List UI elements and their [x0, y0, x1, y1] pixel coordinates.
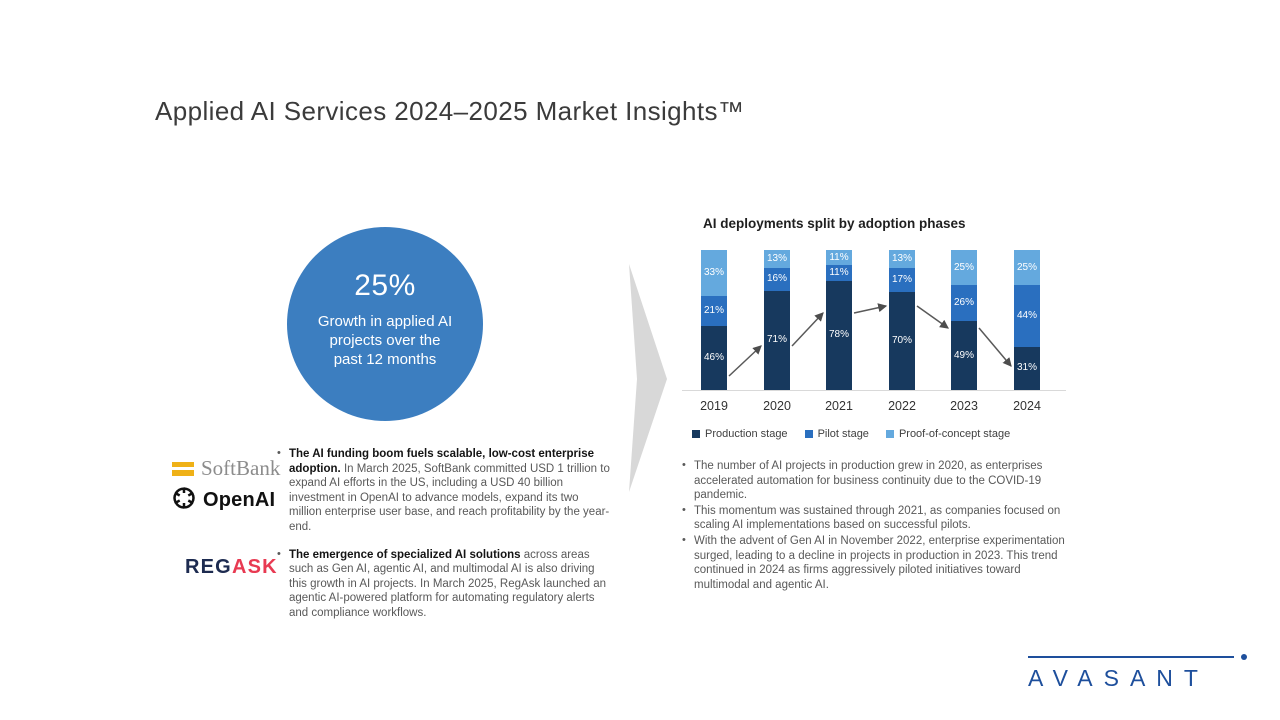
bar-segment-2023: 25% — [951, 250, 977, 286]
openai-knot-icon — [171, 485, 197, 516]
right-bullet-2: This momentum was sustained through 2021… — [681, 504, 1079, 533]
left-bullet-1: The AI funding boom fuels scalable, low-… — [276, 447, 614, 535]
right-bullet-list: The number of AI projects in production … — [681, 459, 1079, 592]
bar-segment-2022: 17% — [889, 268, 915, 292]
bar-segment-2020: 71% — [764, 290, 790, 390]
axis-label-2021: 2021 — [825, 399, 853, 413]
bar-segment-2021: 78% — [826, 280, 852, 390]
regask-logo-text-secondary: ASK — [231, 556, 278, 578]
bar-segment-2022: 70% — [889, 292, 915, 390]
bar-2023: 25% 26% 49% — [951, 250, 977, 390]
regask-logo: REGASK — [185, 556, 278, 579]
bar-segment-2024: 44% — [1014, 285, 1040, 347]
bar-segment-2019: 33% — [701, 250, 727, 297]
right-bullet-3: With the advent of Gen AI in November 20… — [681, 534, 1079, 592]
softbank-logo: SoftBank — [172, 456, 280, 481]
x-axis-line — [682, 390, 1066, 391]
avasant-rule-line — [1028, 653, 1247, 660]
legend-item: Pilot stage — [804, 428, 869, 440]
bar-segment-2020: 13% — [764, 250, 790, 269]
axis-label-2024: 2024 — [1013, 399, 1041, 413]
right-bullet-1: The number of AI projects in production … — [681, 459, 1079, 503]
axis-label-2019: 2019 — [700, 399, 728, 413]
legend-item: Production stage — [692, 428, 788, 440]
legend-label: Proof-of-concept stage — [898, 428, 1011, 440]
left-bullet-2: The emergence of specialized AI solution… — [276, 548, 614, 621]
trend-arrow-svg — [728, 303, 1012, 377]
bar-segment-2020: 16% — [764, 268, 790, 291]
avasant-dot-icon — [1241, 653, 1247, 660]
legend-item: Proof-of-concept stage — [885, 428, 1011, 440]
softbank-logo-text: SoftBank — [201, 456, 281, 480]
left-bullet-1-text: In March 2025, SoftBank committed USD 1 … — [289, 462, 610, 533]
bar-2019: 33% 21% 46% — [701, 250, 727, 390]
avasant-logo-text: AVASANT — [1028, 664, 1209, 691]
adoption-phases-chart: AI deployments split by adoption phases … — [682, 216, 1066, 440]
legend-swatch-icon — [885, 430, 894, 438]
chart-legend: Production stage Pilot stage Proof-of-conc… — [692, 428, 1057, 440]
bar-segment-2024: 25% — [1014, 250, 1040, 286]
axis-label-2022: 2022 — [888, 399, 916, 413]
bar-segment-2019: 46% — [701, 325, 727, 390]
openai-logo: OpenAI — [171, 485, 275, 516]
bar-segment-2021: 11% — [826, 250, 852, 266]
bar-2020: 13% 16% 71% — [764, 250, 790, 390]
slide-title: Applied AI Services 2024–2025 Market Ins… — [155, 96, 745, 126]
bar-segment-2022: 13% — [889, 250, 915, 269]
left-bullet-2-text: across areas such as Gen AI, agentic AI,… — [289, 548, 607, 619]
chevron-arrow-shape — [629, 264, 667, 492]
softbank-bars-icon — [172, 461, 194, 476]
legend-swatch-icon — [692, 430, 700, 438]
left-bullet-list: The AI funding boom fuels scalable, low-… — [276, 447, 614, 621]
axis-label-2020: 2020 — [763, 399, 791, 413]
openai-logo-text: OpenAI — [203, 489, 276, 511]
avasant-logo: AVASANT — [1028, 653, 1252, 692]
bar-segment-2019: 21% — [701, 296, 727, 326]
stat-circle: 25% Growth in applied AI projects over t… — [287, 227, 483, 421]
legend-label: Pilot stage — [817, 428, 869, 440]
chart-plot: 33% 21% 46% 13% 16% 71% 11% 11% 78% 13% 17% 70% 25% 2… — [682, 250, 1066, 391]
bar-segment-2024: 31% — [1014, 346, 1040, 390]
regask-logo-text-primary: REG — [185, 556, 232, 578]
bar-segment-2023: 49% — [951, 321, 977, 390]
chart-title: AI deployments split by adoption phases — [703, 216, 966, 231]
stat-value: 25% — [354, 269, 416, 302]
axis-label-2023: 2023 — [950, 399, 978, 413]
bar-2021: 11% 11% 78% — [826, 250, 852, 390]
bar-2022: 13% 17% 70% — [889, 250, 915, 390]
legend-label: Production stage — [705, 428, 788, 440]
bar-2024: 25% 44% 31% — [1014, 250, 1040, 390]
stat-caption: Growth in applied AI projects over the p… — [317, 313, 453, 369]
left-bullet-1-bold: The AI funding boom fuels scalable, low-… — [289, 448, 595, 475]
legend-swatch-icon — [804, 430, 813, 438]
chart-x-axis-labels: 2019 2020 2021 2022 2023 2024 — [685, 399, 1057, 415]
bar-segment-2021: 11% — [826, 265, 852, 281]
left-bullet-2-bold: The emergence of specialized AI solution… — [289, 548, 521, 561]
bar-segment-2023: 26% — [951, 285, 977, 322]
